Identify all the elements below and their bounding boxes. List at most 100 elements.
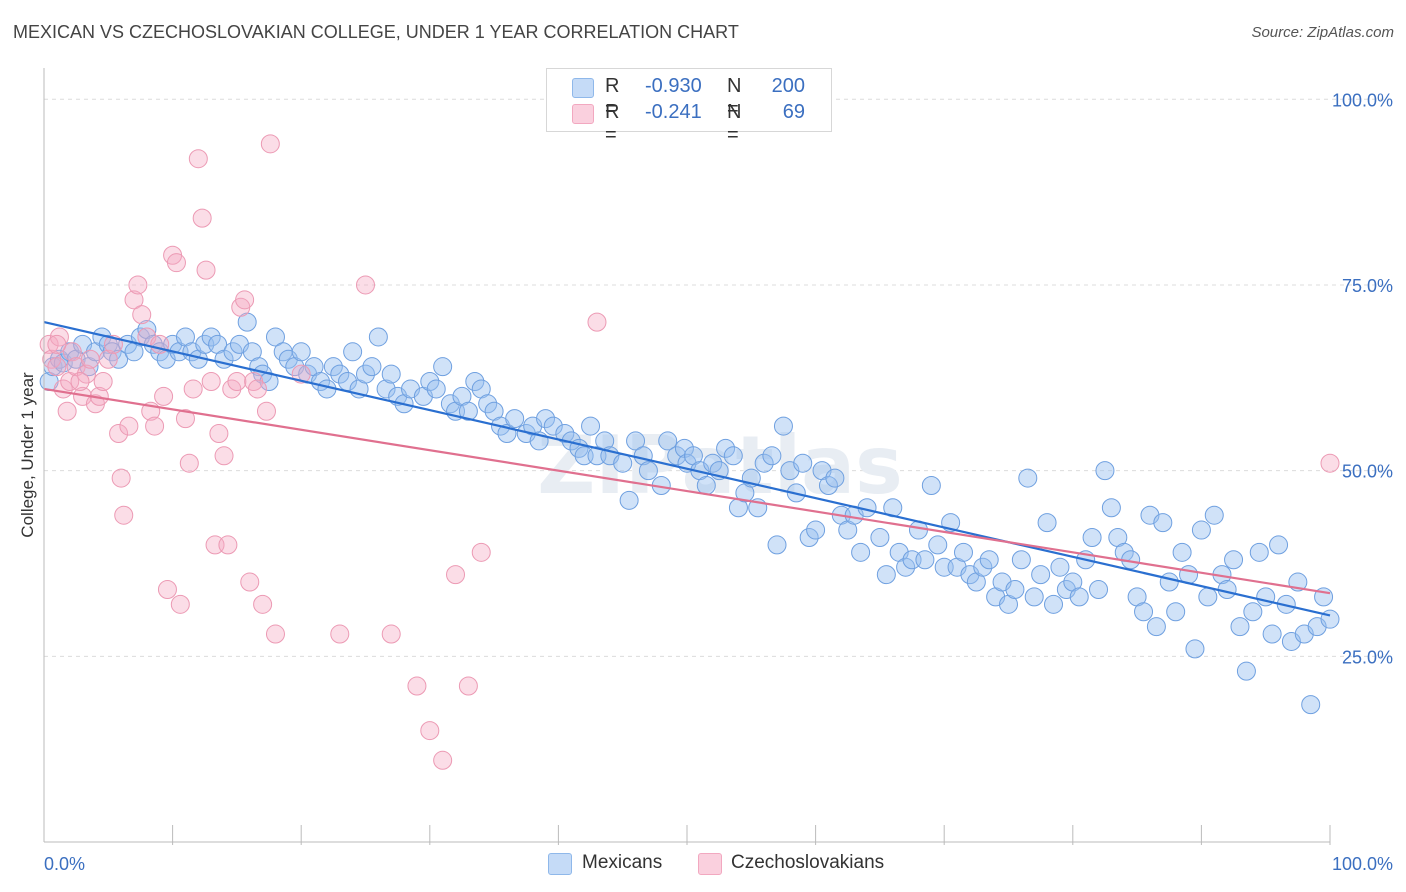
mexicans-point — [1037, 513, 1057, 533]
czechoslovakians-point — [166, 253, 186, 273]
mexicans-point — [201, 327, 221, 347]
legend-n-value: 200 — [771, 75, 805, 97]
czechoslovakians-point — [80, 349, 100, 369]
source-label: Source: ZipAtlas.com — [1251, 24, 1394, 41]
legend-n-label: N = — [727, 75, 742, 120]
mexicans-point — [458, 401, 478, 421]
mexicans-point — [330, 364, 350, 384]
mexicans-point — [1262, 624, 1282, 644]
czechoslovakians-point — [227, 372, 247, 392]
czechoslovakians-point — [57, 401, 77, 421]
mexicans-point — [356, 364, 375, 384]
czechoslovakians-point — [420, 721, 440, 741]
mexicans-point — [638, 461, 658, 481]
mexicans-point — [581, 416, 601, 436]
czechoslovakians-point — [201, 372, 221, 392]
mexicans-point — [696, 475, 716, 495]
mexicans-point — [1134, 602, 1154, 622]
czechoslovakians-point — [265, 624, 285, 644]
czechoslovakians-point — [458, 676, 478, 696]
mexicans-point — [1018, 468, 1038, 488]
czechoslovakians-point — [247, 379, 267, 399]
mexicans-point — [928, 535, 948, 555]
czechoslovakians-point — [260, 134, 280, 154]
czechoslovakians-point — [119, 416, 139, 436]
legend-r-value: -0.930 — [645, 75, 702, 97]
czechoslovakians-point — [183, 379, 203, 399]
czechoslovakians-point — [124, 290, 144, 310]
czechoslovakians-point — [62, 342, 82, 362]
mexicans-point — [376, 379, 396, 399]
mexicans-point — [793, 453, 813, 473]
mexicans-point — [223, 342, 243, 362]
mexicans-point — [420, 372, 440, 392]
mexicans-point — [1185, 639, 1205, 659]
mexicans-point — [426, 379, 446, 399]
czechoslovakians-point — [240, 572, 260, 592]
mexicans-point — [667, 446, 687, 466]
mexicans-point — [368, 327, 388, 347]
czechoslovakians-point — [381, 624, 401, 644]
mexicans-point — [921, 475, 941, 495]
legend-r-label: R = — [605, 75, 620, 120]
mexicans-point — [109, 349, 129, 369]
mexicans-point — [953, 542, 973, 562]
czechoslovakians-point — [256, 401, 276, 421]
mexicans-point — [773, 416, 793, 436]
mexicans-point — [626, 431, 646, 451]
mexicans-point — [1224, 550, 1244, 570]
czechoslovakians-point — [93, 372, 113, 392]
mexicans-point — [754, 453, 774, 473]
mexicans-point — [1172, 542, 1192, 562]
czechoslovakians-point — [471, 542, 491, 562]
czechoslovakians-point — [196, 260, 216, 280]
mexicans-point — [1031, 565, 1051, 585]
czechoslovakians-point — [47, 357, 67, 377]
mexicans-point — [1249, 542, 1269, 562]
czechoslovakians-point — [49, 327, 69, 347]
trend-lines — [43, 321, 1331, 617]
mexicans-point — [433, 357, 453, 377]
mexicans-point — [762, 446, 782, 466]
mexicans-point — [343, 342, 363, 362]
mexicans-point — [658, 431, 678, 451]
czechoslovakians-point — [109, 424, 129, 444]
mexicans-point — [1269, 535, 1289, 555]
czechoslovakians-point — [209, 424, 229, 444]
czechoslovakians-point — [128, 275, 148, 295]
axes: 25.0% 50.0% 75.0% 100.0% 0.0% 100.0% College, … — [18, 68, 1393, 874]
mexicans-point — [1191, 520, 1211, 540]
mexicans-point — [543, 416, 563, 436]
legend-swatch-czechoslovakians — [572, 104, 594, 124]
y-tick-label: 75.0% — [1342, 276, 1393, 296]
czechoslovakians-point — [175, 409, 195, 429]
czechoslovakians-point — [157, 579, 177, 599]
mexicans-point — [1301, 695, 1321, 715]
czechoslovakians-trend-line — [43, 387, 1331, 595]
mexicans-point — [896, 557, 916, 577]
mexicans-point — [1146, 617, 1166, 637]
czechoslovakians-point — [407, 676, 427, 696]
mexicans-point — [723, 446, 743, 466]
czechoslovakians-point — [188, 149, 208, 169]
mexicans-point — [1024, 587, 1044, 607]
mexicans-point — [381, 364, 401, 384]
mexicans-point — [536, 409, 556, 429]
czechoslovakians-points — [39, 134, 1340, 770]
mexicans-point — [703, 453, 723, 473]
mexicans-point — [1044, 594, 1064, 614]
mexicans-point — [1166, 602, 1186, 622]
czechoslovakians-point — [1320, 453, 1340, 473]
czechoslovakians-point — [218, 535, 238, 555]
mexicans-point — [851, 542, 871, 562]
mexicans-point — [870, 527, 890, 547]
mexicans-point — [1089, 579, 1109, 599]
czechoslovakians-point — [47, 334, 67, 354]
mexicans-point — [478, 394, 498, 414]
czechoslovakians-point — [111, 468, 131, 488]
mexicans-point — [505, 409, 525, 429]
mexicans-point — [1069, 587, 1089, 607]
mexicans-point — [1011, 550, 1031, 570]
mexicans-point — [1236, 661, 1256, 681]
